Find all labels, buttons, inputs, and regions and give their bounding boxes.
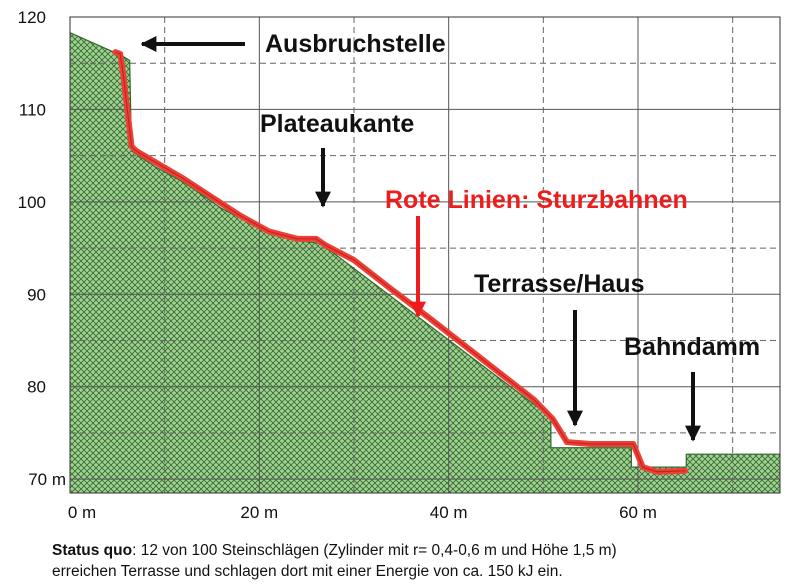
annotation: Ausbruchstelle [265,30,446,58]
annotation: Plateaukante [260,110,414,138]
y-tick-label: 100 [18,193,46,212]
caption: Status quo: 12 von 100 Steinschlägen (Zy… [52,542,617,559]
y-tick-label: 70 m [28,470,66,489]
y-tick-label: 80 [27,378,46,397]
annotation: Rote Linien: Sturzbahnen [385,186,688,214]
caption-bold: Status quo [52,542,132,559]
y-tick-label: 90 [27,285,46,304]
frame [69,16,781,494]
caption-text: : 12 von 100 Steinschlägen (Zylinder mit… [132,542,617,559]
x-tick-label: 0 m [68,503,96,522]
y-tick-label: 110 [19,100,46,119]
x-tick-label: 20 m [240,503,278,522]
terrain-hatch [70,32,780,494]
y-tick-label: 120 [18,8,46,27]
x-tick-label: 40 m [430,503,468,522]
trajectory-core [115,51,686,473]
caption: erreichen Terrasse und schlagen dort mit… [52,563,563,580]
x-tick-label: 60 m [619,503,657,522]
annotation: Terrasse/Haus [474,270,644,298]
annotations: Ausbruchstelle Plateaukante Rote Linien:… [52,30,760,580]
annotation: Bahndamm [624,333,760,361]
plot-area: 0 m 20 m 40 m 60 m 70 m 80 90 100 110 120 [18,8,781,522]
